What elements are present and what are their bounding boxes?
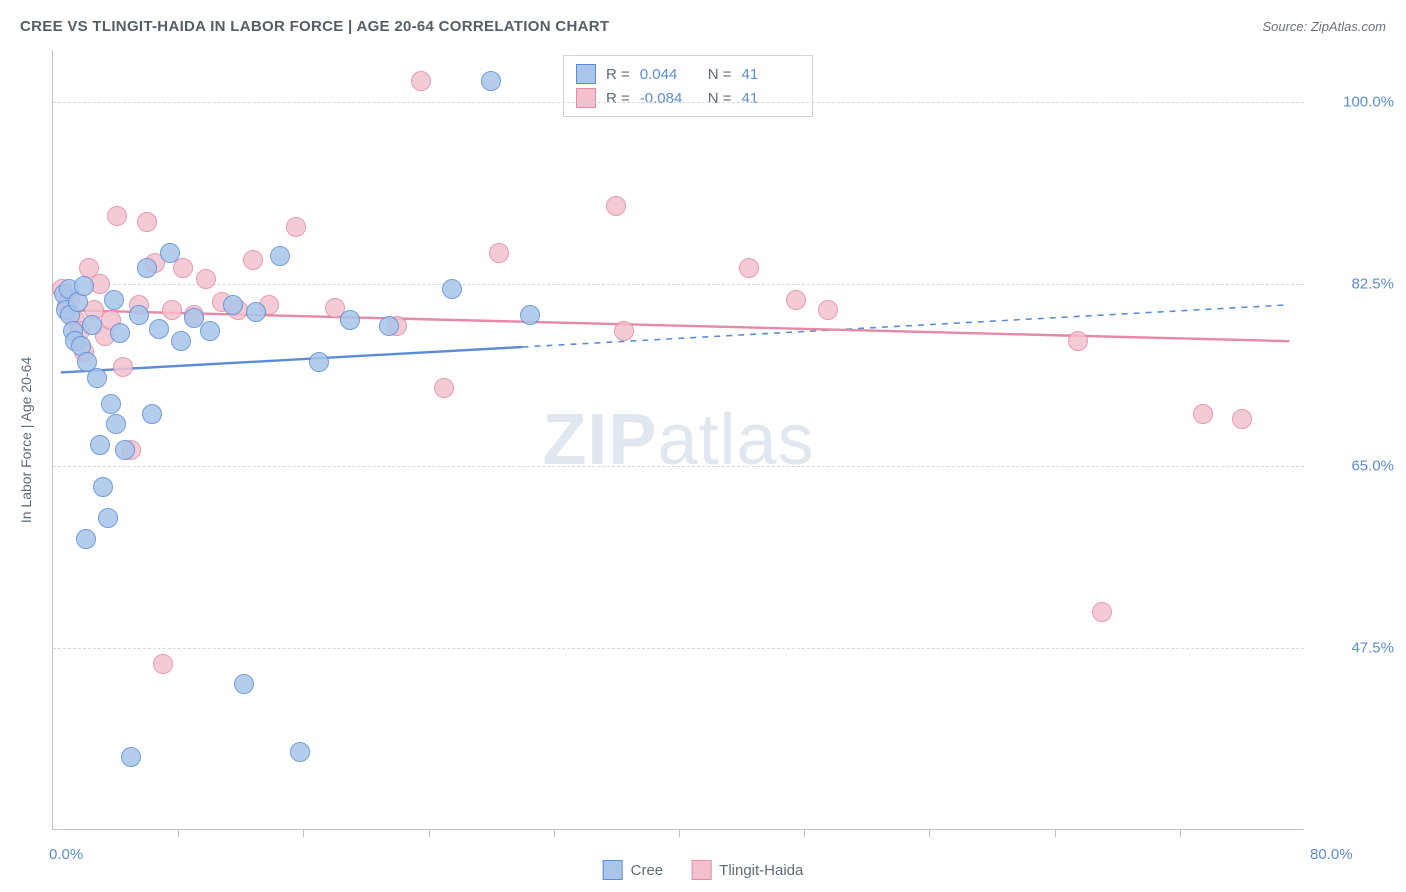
data-point-cree xyxy=(149,319,169,339)
x-axis-tick xyxy=(1180,829,1181,837)
gridline xyxy=(53,102,1304,103)
data-point-cree xyxy=(234,674,254,694)
x-axis-tick xyxy=(178,829,179,837)
data-point-tlingit xyxy=(286,217,306,237)
data-point-cree xyxy=(104,290,124,310)
data-point-cree xyxy=(481,71,501,91)
data-point-tlingit xyxy=(107,206,127,226)
y-axis-tick-label: 65.0% xyxy=(1314,458,1394,475)
swatch-tlingit-icon xyxy=(691,860,711,880)
data-point-tlingit xyxy=(173,258,193,278)
data-point-tlingit xyxy=(137,212,157,232)
source-attribution: Source: ZipAtlas.com xyxy=(1262,19,1386,34)
data-point-cree xyxy=(171,331,191,351)
data-point-cree xyxy=(290,742,310,762)
data-point-tlingit xyxy=(1193,404,1213,424)
data-point-cree xyxy=(110,323,130,343)
data-point-cree xyxy=(309,352,329,372)
data-point-cree xyxy=(160,243,180,263)
data-point-cree xyxy=(98,508,118,528)
y-axis-tick-label: 47.5% xyxy=(1314,640,1394,657)
y-axis-title: In Labor Force | Age 20-64 xyxy=(18,357,34,523)
x-axis-tick xyxy=(429,829,430,837)
scatter-chart: ZIPatlas R = 0.044 N = 41 R = -0.084 N =… xyxy=(52,50,1304,830)
data-point-tlingit xyxy=(113,357,133,377)
data-point-tlingit xyxy=(243,250,263,270)
data-point-tlingit xyxy=(434,378,454,398)
data-point-cree xyxy=(87,368,107,388)
data-point-cree xyxy=(379,316,399,336)
correlation-legend: R = 0.044 N = 41 R = -0.084 N = 41 xyxy=(563,55,813,117)
data-point-cree xyxy=(200,321,220,341)
data-point-cree xyxy=(223,295,243,315)
series-legend: Cree Tlingit-Haida xyxy=(603,860,804,880)
data-point-tlingit xyxy=(739,258,759,278)
data-point-cree xyxy=(142,404,162,424)
swatch-cree-icon xyxy=(603,860,623,880)
data-point-cree xyxy=(106,414,126,434)
data-point-cree xyxy=(442,279,462,299)
data-point-tlingit xyxy=(411,71,431,91)
data-point-cree xyxy=(520,305,540,325)
x-axis-tick xyxy=(554,829,555,837)
data-point-cree xyxy=(340,310,360,330)
gridline xyxy=(53,648,1304,649)
x-axis-tick xyxy=(303,829,304,837)
data-point-cree xyxy=(246,302,266,322)
data-point-tlingit xyxy=(786,290,806,310)
x-axis-tick xyxy=(929,829,930,837)
data-point-cree xyxy=(93,477,113,497)
x-axis-min-label: 0.0% xyxy=(49,846,83,863)
legend-row-tlingit: R = -0.084 N = 41 xyxy=(576,86,800,110)
swatch-tlingit xyxy=(576,88,596,108)
swatch-cree xyxy=(576,64,596,84)
x-axis-tick xyxy=(804,829,805,837)
data-point-tlingit xyxy=(196,269,216,289)
data-point-cree xyxy=(270,246,290,266)
data-point-tlingit xyxy=(1068,331,1088,351)
data-point-cree xyxy=(74,276,94,296)
data-point-tlingit xyxy=(1232,409,1252,429)
data-point-tlingit xyxy=(614,321,634,341)
data-point-cree xyxy=(90,435,110,455)
data-point-tlingit xyxy=(153,654,173,674)
watermark-text: ZIPatlas xyxy=(542,399,814,481)
data-point-tlingit xyxy=(489,243,509,263)
data-point-cree xyxy=(101,394,121,414)
data-point-cree xyxy=(82,315,102,335)
x-axis-tick xyxy=(679,829,680,837)
legend-item-cree: Cree xyxy=(603,860,664,880)
x-axis-tick xyxy=(1055,829,1056,837)
gridline xyxy=(53,466,1304,467)
data-point-cree xyxy=(115,440,135,460)
trend-lines xyxy=(53,50,1305,830)
data-point-tlingit xyxy=(162,300,182,320)
x-axis-max-label: 80.0% xyxy=(1310,846,1396,863)
data-point-tlingit xyxy=(818,300,838,320)
data-point-tlingit xyxy=(606,196,626,216)
legend-row-cree: R = 0.044 N = 41 xyxy=(576,62,800,86)
data-point-cree xyxy=(121,747,141,767)
chart-title: CREE VS TLINGIT-HAIDA IN LABOR FORCE | A… xyxy=(20,18,609,35)
data-point-cree xyxy=(137,258,157,278)
data-point-tlingit xyxy=(1092,602,1112,622)
data-point-cree xyxy=(129,305,149,325)
gridline xyxy=(53,284,1304,285)
legend-item-tlingit: Tlingit-Haida xyxy=(691,860,803,880)
y-axis-tick-label: 100.0% xyxy=(1314,94,1394,111)
y-axis-tick-label: 82.5% xyxy=(1314,276,1394,293)
data-point-cree xyxy=(76,529,96,549)
